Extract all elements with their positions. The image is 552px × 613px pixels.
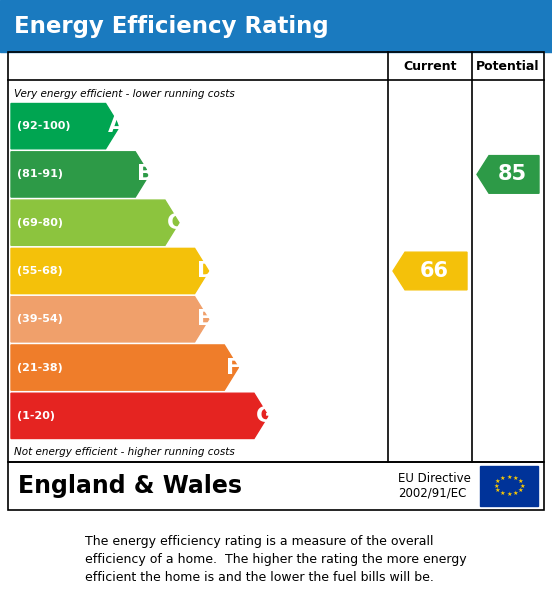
Text: (55-68): (55-68) bbox=[17, 266, 63, 276]
Text: ★: ★ bbox=[500, 476, 505, 481]
Polygon shape bbox=[11, 297, 209, 342]
Text: 66: 66 bbox=[420, 261, 448, 281]
Polygon shape bbox=[11, 200, 179, 245]
Text: Very energy efficient - lower running costs: Very energy efficient - lower running co… bbox=[14, 89, 235, 99]
Polygon shape bbox=[393, 252, 467, 290]
Text: England & Wales: England & Wales bbox=[18, 474, 242, 498]
Text: ★: ★ bbox=[513, 476, 518, 481]
Text: ★: ★ bbox=[500, 491, 505, 497]
Bar bbox=[0, 0, 552, 52]
Text: Energy Efficiency Rating: Energy Efficiency Rating bbox=[14, 15, 328, 37]
Text: (92-100): (92-100) bbox=[17, 121, 71, 131]
Text: ★: ★ bbox=[495, 479, 501, 484]
Polygon shape bbox=[11, 393, 268, 438]
Bar bbox=[8, 52, 544, 462]
Text: ★: ★ bbox=[495, 488, 501, 493]
Text: ★: ★ bbox=[506, 492, 512, 498]
Text: EU Directive
2002/91/EC: EU Directive 2002/91/EC bbox=[398, 472, 471, 500]
Text: ★: ★ bbox=[513, 491, 518, 497]
Text: Not energy efficient - higher running costs: Not energy efficient - higher running co… bbox=[14, 447, 235, 457]
Text: D: D bbox=[197, 261, 215, 281]
Text: (21-38): (21-38) bbox=[17, 362, 63, 373]
Text: E: E bbox=[197, 310, 212, 329]
Text: ★: ★ bbox=[493, 484, 499, 489]
Text: ★: ★ bbox=[506, 474, 512, 479]
Polygon shape bbox=[11, 104, 120, 149]
Polygon shape bbox=[11, 152, 149, 197]
Text: (39-54): (39-54) bbox=[17, 314, 63, 324]
Bar bbox=[8, 462, 544, 510]
Text: ★: ★ bbox=[519, 484, 525, 489]
Polygon shape bbox=[11, 248, 209, 294]
Polygon shape bbox=[477, 156, 539, 193]
Text: 85: 85 bbox=[497, 164, 527, 185]
Text: G: G bbox=[256, 406, 274, 426]
Text: F: F bbox=[226, 357, 241, 378]
Text: ★: ★ bbox=[517, 479, 523, 484]
Text: The energy efficiency rating is a measure of the overall
efficiency of a home.  : The energy efficiency rating is a measur… bbox=[85, 535, 467, 584]
Text: (1-20): (1-20) bbox=[17, 411, 55, 421]
Text: A: A bbox=[108, 116, 125, 136]
Text: Potential: Potential bbox=[476, 59, 540, 72]
Text: B: B bbox=[137, 164, 155, 185]
Text: ★: ★ bbox=[517, 488, 523, 493]
Text: (69-80): (69-80) bbox=[17, 218, 63, 227]
Text: Current: Current bbox=[404, 59, 457, 72]
Bar bbox=[480, 466, 538, 506]
Text: C: C bbox=[167, 213, 183, 233]
Text: (81-91): (81-91) bbox=[17, 169, 63, 180]
Polygon shape bbox=[11, 345, 238, 390]
